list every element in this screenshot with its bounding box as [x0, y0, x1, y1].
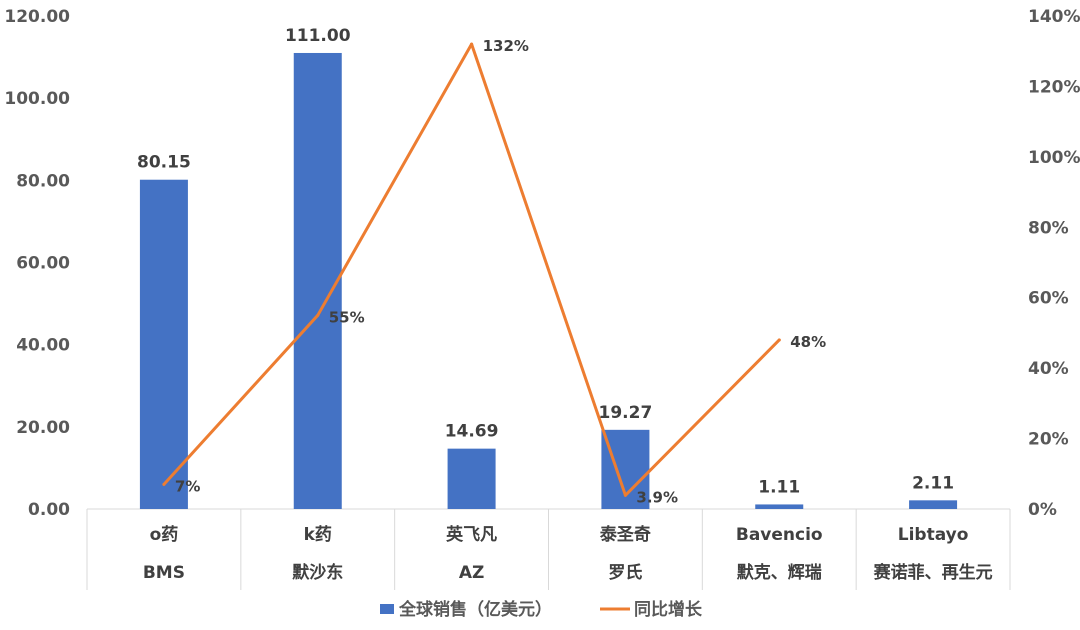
line-series	[162, 42, 781, 497]
y-right-tick-label: 0%	[1028, 500, 1057, 520]
y-right-tick-label: 40%	[1028, 359, 1069, 379]
legend-swatch-bar	[380, 604, 394, 614]
x-tick-label-sub: 默克、辉瑞	[737, 562, 822, 583]
x-tick-label: 泰圣奇	[600, 524, 651, 545]
line-point	[162, 482, 166, 486]
bar	[755, 504, 804, 509]
data-labels: 80.15 111.00 14.69 19.27 1.11 2.11 7% 55% 132% 3.…	[137, 26, 954, 506]
y-left-tick-label: 60.00	[16, 254, 70, 274]
bar-data-label: 2.11	[912, 473, 954, 493]
line-data-label: 132%	[483, 37, 529, 55]
axes: 0.00 20.00 40.00 60.00 80.00 100.00 120.00 0% 20…	[4, 7, 1080, 590]
y-left-tick-label: 80.00	[16, 171, 70, 191]
line-point	[623, 493, 627, 497]
x-tick-label: Libtayo	[898, 525, 969, 545]
y-right-tick-label: 80%	[1028, 218, 1069, 238]
line-point	[316, 313, 320, 317]
bar-data-label: 80.15	[137, 153, 191, 173]
bar	[447, 448, 496, 509]
bar-data-label: 19.27	[599, 403, 653, 423]
x-tick-label-sub: BMS	[143, 563, 185, 583]
x-tick-label-sub: AZ	[459, 563, 484, 583]
bar	[909, 500, 958, 509]
bar	[293, 52, 342, 509]
line-segment	[470, 42, 627, 497]
line-point	[470, 42, 474, 46]
legend: 全球销售（亿美元） 同比增长	[380, 599, 703, 620]
line-segment	[316, 42, 474, 317]
bar-data-label: 1.11	[758, 477, 800, 497]
line-segment	[623, 338, 781, 497]
y-left-tick-label: 100.00	[4, 89, 70, 109]
y-left-tick-label: 20.00	[16, 418, 70, 438]
y-right-tick-label: 120%	[1028, 77, 1080, 97]
line-data-label: 3.9%	[636, 488, 678, 506]
line-point	[777, 338, 781, 342]
x-tick-label-sub: 罗氏	[608, 563, 642, 583]
line-segment	[162, 313, 320, 486]
y-right-tick-label: 20%	[1028, 430, 1069, 450]
line-data-label: 7%	[175, 477, 200, 495]
x-tick-label: Bavencio	[736, 525, 823, 545]
x-tick-label: o药	[150, 524, 179, 545]
bar	[139, 179, 188, 509]
y-right-tick-label: 100%	[1028, 148, 1080, 168]
legend-label-bar: 全球销售（亿美元）	[398, 599, 552, 620]
bar-data-label: 14.69	[445, 422, 499, 442]
legend-label-line: 同比增长	[634, 599, 703, 620]
line-data-label: 55%	[329, 308, 365, 326]
y-left-tick-label: 120.00	[4, 7, 70, 27]
bar-data-label: 111.00	[285, 26, 351, 46]
x-tick-label: 英飞凡	[446, 524, 497, 545]
x-tick-label: k药	[304, 524, 332, 545]
x-tick-label-sub: 默沙东	[292, 562, 343, 583]
y-right-tick-label: 60%	[1028, 289, 1069, 309]
line-data-label: 48%	[790, 333, 826, 351]
y-left-tick-label: 0.00	[28, 500, 70, 520]
bar-series	[139, 52, 958, 509]
y-left-tick-label: 40.00	[16, 336, 70, 356]
y-right-tick-label: 140%	[1028, 7, 1080, 27]
x-tick-label-sub: 赛诺菲、再生元	[873, 562, 993, 583]
